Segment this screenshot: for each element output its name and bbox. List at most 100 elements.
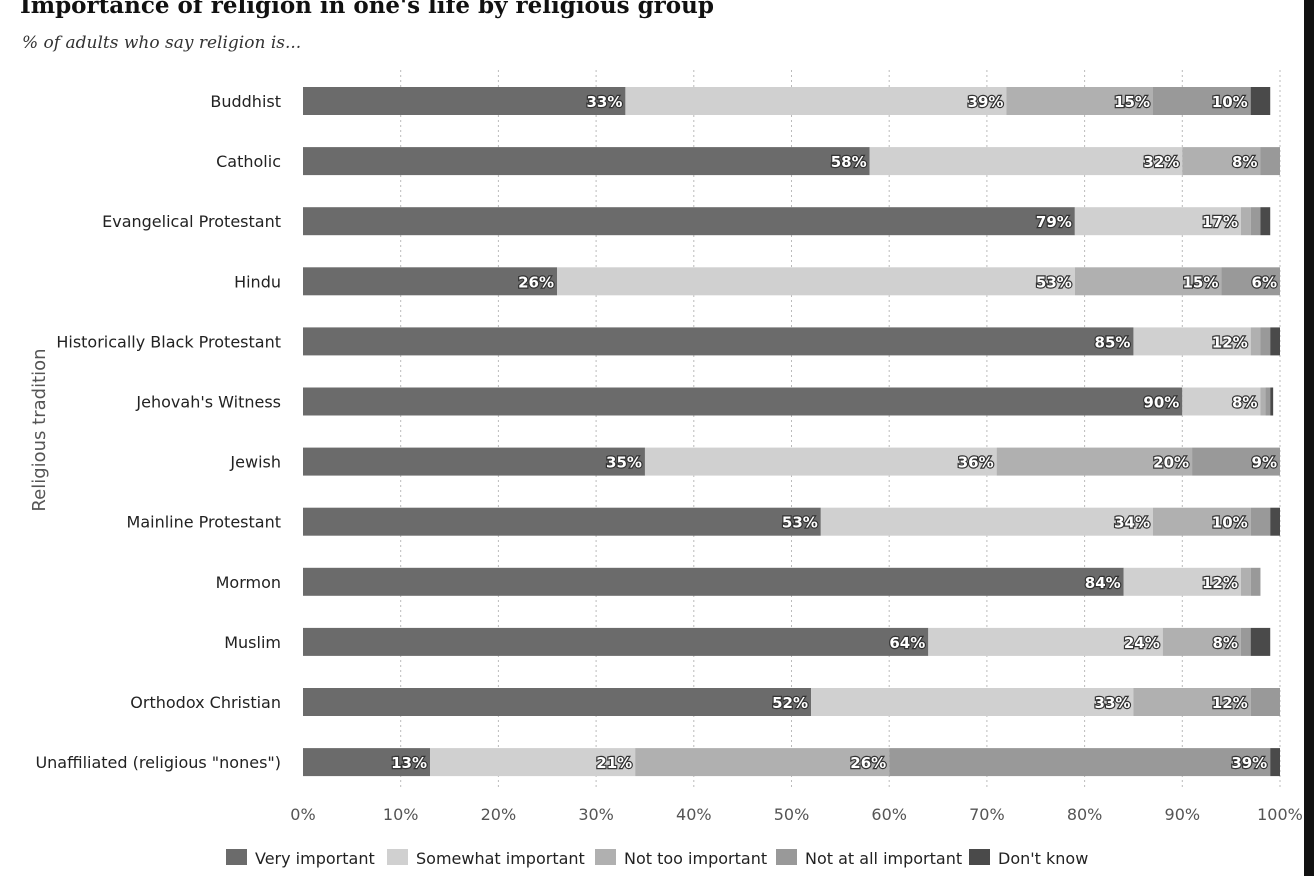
- legend-swatch: [776, 849, 797, 865]
- bar-value-label: 32%: [1143, 153, 1179, 171]
- bars: [303, 87, 1280, 777]
- bar-segment: [1240, 567, 1251, 596]
- bar-value-label: 64%: [889, 634, 925, 652]
- bar-segment: [1250, 87, 1271, 115]
- bar-value-label: 39%: [1231, 754, 1267, 772]
- legend-swatch: [969, 849, 990, 865]
- bar-segment: [303, 688, 812, 716]
- bar-segment: [928, 627, 1163, 656]
- bar-segment: [1240, 207, 1251, 236]
- bar-segment: [1265, 387, 1271, 416]
- x-tick-label: 70%: [969, 805, 1005, 824]
- category-label: Jewish: [229, 453, 281, 472]
- bar-segment: [811, 688, 1134, 716]
- bar-value-label: 36%: [958, 454, 994, 472]
- bar-value-label: 33%: [1095, 694, 1131, 712]
- bar-segment: [303, 507, 821, 536]
- bar-segment: [1074, 207, 1241, 236]
- bar-value-label: 90%: [1143, 394, 1179, 412]
- bar-value-label: 84%: [1085, 574, 1121, 592]
- x-tick-label: 100%: [1257, 805, 1303, 824]
- bar-segment: [1182, 387, 1261, 416]
- category-label: Buddhist: [210, 92, 281, 111]
- legend-label: Not at all important: [805, 849, 962, 868]
- bar-value-label: 79%: [1036, 213, 1072, 231]
- bar-value-label: 8%: [1212, 634, 1237, 652]
- bar-value-label: 34%: [1114, 514, 1150, 532]
- category-label: Orthodox Christian: [130, 693, 281, 712]
- bar-value-label: 35%: [606, 454, 642, 472]
- category-label: Evangelical Protestant: [102, 212, 281, 231]
- legend-swatch: [595, 849, 616, 865]
- bar-segment: [303, 627, 929, 656]
- x-axis-ticks: 0% 10% 20% 30% 40% 50% 60% 70% 80% 90% 100%: [290, 805, 1303, 824]
- bar-segment: [1250, 207, 1261, 236]
- bar-segment: [303, 267, 558, 296]
- bar-segment: [1006, 87, 1153, 115]
- bar-segment: [1133, 327, 1251, 356]
- bar-value-label: 20%: [1153, 454, 1189, 472]
- bar-value-label: 8%: [1232, 153, 1257, 171]
- bar-value-label: 10%: [1212, 514, 1248, 532]
- bar-segment: [644, 447, 997, 476]
- category-label: Catholic: [216, 152, 281, 171]
- bar-segment: [303, 567, 1124, 596]
- x-tick-label: 40%: [676, 805, 712, 824]
- bar-value-label: 17%: [1202, 213, 1238, 231]
- bar-segment: [1260, 207, 1271, 236]
- bar-segment: [303, 748, 431, 777]
- bar-segment: [1270, 387, 1274, 416]
- bar-value-label: 15%: [1182, 273, 1218, 291]
- bar-value-label: 26%: [850, 754, 886, 772]
- bar-value-label: 52%: [772, 694, 808, 712]
- bar-value-labels: 33% 39% 15% 10% 58% 32% 8% 79% 17% 26% 53% 15% 6% 85%…: [390, 92, 1278, 773]
- bar-segment: [869, 147, 1183, 176]
- bar-value-label: 53%: [782, 514, 818, 532]
- bar-value-label: 39%: [968, 93, 1004, 111]
- legend-swatch: [387, 849, 408, 865]
- bar-segment: [1152, 87, 1251, 115]
- bar-segment: [1250, 327, 1261, 356]
- bar-value-label: 24%: [1124, 634, 1160, 652]
- category-label: Historically Black Protestant: [56, 332, 281, 351]
- bar-value-label: 26%: [518, 273, 554, 291]
- bar-value-label: 21%: [596, 754, 632, 772]
- bar-segment: [625, 87, 1007, 115]
- bar-segment: [996, 447, 1193, 476]
- bar-value-label: 33%: [587, 93, 623, 111]
- bar-value-label: 12%: [1212, 694, 1248, 712]
- bar-segment: [820, 507, 1153, 536]
- legend-label: Somewhat important: [416, 849, 585, 868]
- legend-label: Not too important: [624, 849, 767, 868]
- x-tick-label: 90%: [1165, 805, 1201, 824]
- category-label: Unaffiliated (religious "nones"): [35, 753, 281, 772]
- bar-value-label: 53%: [1036, 273, 1072, 291]
- bar-value-label: 10%: [1212, 93, 1248, 111]
- bar-segment: [1074, 267, 1222, 296]
- x-tick-label: 60%: [871, 805, 907, 824]
- bar-segment: [1240, 627, 1251, 656]
- legend-swatch: [226, 849, 247, 865]
- bar-segment: [303, 87, 626, 115]
- bar-value-label: 8%: [1232, 394, 1257, 412]
- category-label: Mormon: [216, 573, 281, 592]
- bar-value-label: 15%: [1114, 93, 1150, 111]
- bar-value-label: 12%: [1212, 333, 1248, 351]
- bar-segment: [1133, 688, 1251, 716]
- bar-segment: [557, 267, 1075, 296]
- chart-title: Importance of religion in one's life by …: [20, 0, 714, 19]
- bar-value-label: 12%: [1202, 574, 1238, 592]
- bar-segment: [1260, 147, 1280, 176]
- bar-segment: [303, 447, 645, 476]
- bar-segment: [1152, 507, 1251, 536]
- bar-segment: [1123, 567, 1241, 596]
- y-axis-label: Religious tradition: [29, 348, 50, 511]
- bar-segment: [1250, 567, 1261, 596]
- bar-segment: [1270, 748, 1280, 777]
- bar-segment: [635, 748, 890, 777]
- category-labels: Buddhist Catholic Evangelical Protestant Hi…: [35, 92, 281, 772]
- bar-segment: [1221, 267, 1280, 296]
- window-frame-edge: [1304, 0, 1314, 876]
- bar-segment: [1260, 327, 1271, 356]
